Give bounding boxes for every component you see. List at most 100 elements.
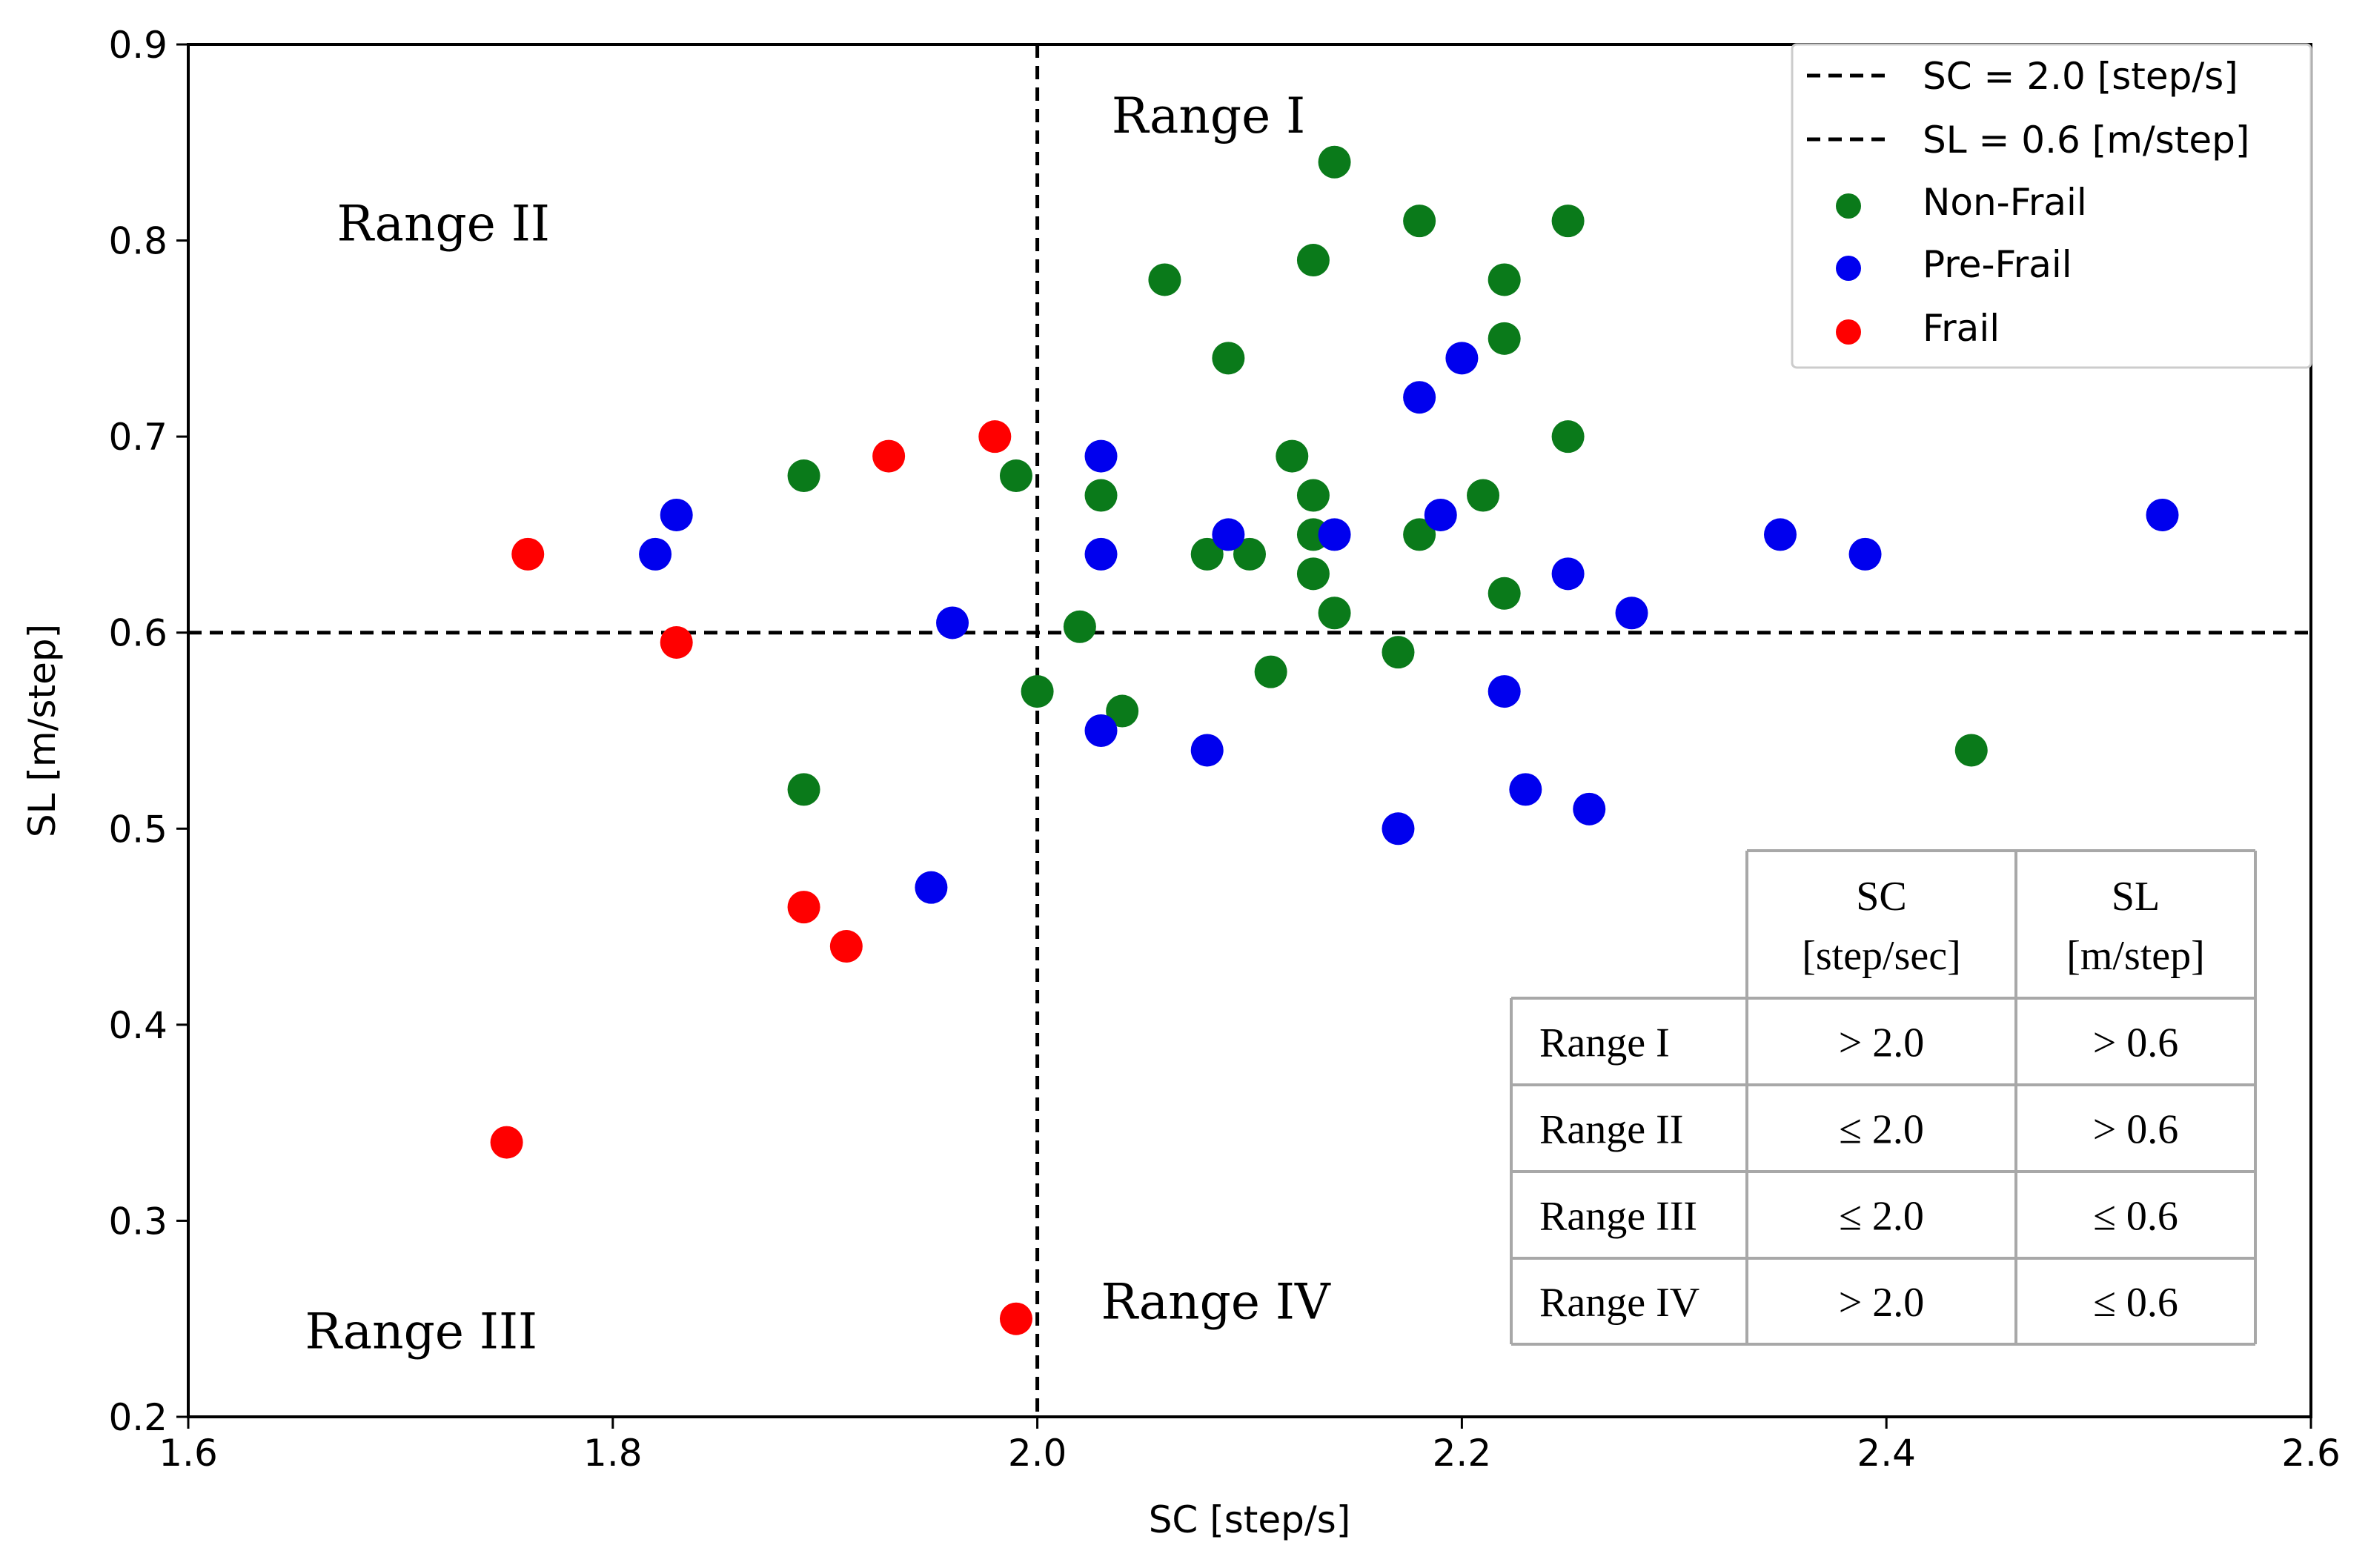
x-tick-label: 2.6 [2281,1432,2341,1475]
pre-frail-point [1573,792,1606,825]
table-row-label: Range III [1539,1194,1697,1240]
legend-marker [1836,193,1861,219]
non-frail-point [1488,263,1521,296]
legend: SC = 2.0 [step/s] SL = 0.6 [m/step] Non-Fr… [1791,43,2312,369]
range-table: SC [step/sec] SL [m/step] Range I > 2.0 > 0.6 R… [1510,849,2257,1346]
table-header-line: [step/sec] [1802,933,1961,979]
frail-point [511,537,545,571]
non-frail-point [1551,205,1585,238]
pre-frail-point [1509,773,1542,806]
pre-frail-point [639,537,672,571]
table-header-line: SL [2112,874,2160,920]
pre-frail-point [1488,675,1521,708]
non-frail-point [1403,518,1436,551]
x-tick-label: 1.6 [159,1432,218,1475]
non-frail-point [1488,322,1521,355]
x-tick-label: 1.8 [583,1432,643,1475]
non-frail-point [1467,479,1500,512]
legend-marker [1836,319,1861,345]
non-frail-point [1296,244,1330,277]
non-frail-point [1954,734,1988,767]
pre-frail-point [915,871,948,904]
pre-frail-point [1084,714,1118,747]
table-cell: ≤ 2.0 [1839,1107,1924,1153]
non-frail-point [1212,342,1245,375]
reference-lines [188,44,2311,1417]
range-annotation: Range IV [1101,1274,1331,1331]
y-tick-label: 0.5 [108,808,168,851]
y-tick-label: 0.6 [108,612,168,655]
y-axis-label: SL [m/step] [21,624,64,837]
pre-frail-point [1764,518,1797,551]
y-tick-label: 0.2 [108,1396,168,1439]
non-frail-point [1254,655,1287,688]
pre-frail-point [660,498,693,531]
non-frail-point [1296,557,1330,591]
pre-frail-point [1403,381,1436,414]
table-cell: ≤ 2.0 [1839,1194,1924,1240]
non-frail-point [1276,439,1309,473]
non-frail-point [1190,537,1224,571]
legend-label: Frail [1923,307,2000,350]
non-frail-point [1296,479,1330,512]
table-cell: > 2.0 [1839,1280,1925,1326]
legend-label: SL = 0.6 [m/step] [1923,119,2249,162]
x-tick-label: 2.0 [1008,1432,1067,1475]
table-cell: > 0.6 [2093,1107,2179,1153]
non-frail-point [1063,610,1096,643]
pre-frail-point [1190,734,1224,767]
non-frail-point [1084,479,1118,512]
pre-frail-point [1084,439,1118,473]
table-cell: > 0.6 [2093,1020,2179,1066]
pre-frail-point [1382,812,1415,846]
table-header-line: [m/step] [2066,933,2205,979]
table-header-line: SC [1856,874,1907,920]
non-frail-point [1148,263,1181,296]
legend-box [1791,43,2312,369]
table-cell: > 2.0 [1839,1020,1925,1066]
y-tick-label: 0.9 [108,24,168,67]
pre-frail-point [1615,597,1648,630]
non-frail-point [1106,694,1139,728]
range-annotation: Range II [336,196,549,253]
table-header-cell: SL [m/step] [2066,874,2205,979]
non-frail-point [1551,420,1585,454]
frail-point [787,891,820,924]
pre-frail-point [1084,537,1118,571]
non-frail-point [1403,205,1436,238]
pre-frail-point [1445,342,1479,375]
non-frail-point [999,459,1032,493]
y-tick-label: 0.7 [108,416,168,459]
table-row-label: Range IV [1539,1280,1699,1326]
x-tick-label: 2.4 [1857,1432,1916,1475]
table-cell: ≤ 0.6 [2093,1194,2178,1240]
y-axis-ticks: 0.2 0.3 0.4 0.5 0.6 0.7 0.8 0.9 [108,24,188,1439]
plot-frame [187,43,2312,1418]
non-frail-point [1318,597,1351,630]
pre-frail-point [1848,537,1882,571]
y-tick-label: 0.3 [108,1200,168,1243]
x-tick-label: 2.2 [1433,1432,1492,1475]
frail-point [999,1302,1032,1335]
pre-frail-point [2146,498,2179,531]
pre-frail-point [1212,518,1245,551]
non-frail-point [1382,636,1415,669]
legend-label: SC = 2.0 [step/s] [1923,55,2238,98]
y-tick-label: 0.4 [108,1004,168,1047]
table-row-label: Range II [1539,1107,1683,1153]
table-cell: ≤ 0.6 [2093,1280,2178,1326]
non-frail-point [787,773,820,806]
frail-point [978,420,1012,454]
x-axis-ticks: 1.6 1.8 2.0 2.2 2.4 2.6 [159,1417,2341,1475]
non-frail-point [1488,577,1521,610]
frail-point [660,625,693,659]
table-header-cell: SC [step/sec] [1802,874,1961,979]
table-row-label: Range I [1539,1020,1670,1066]
range-annotation: Range I [1112,87,1305,144]
legend-label: Non-Frail [1923,181,2087,224]
range-annotations: Range I Range II Range III Range IV [305,87,1331,1360]
pre-frail-point [1551,557,1585,591]
non-frail-point [1318,145,1351,179]
legend-marker [1836,256,1861,281]
